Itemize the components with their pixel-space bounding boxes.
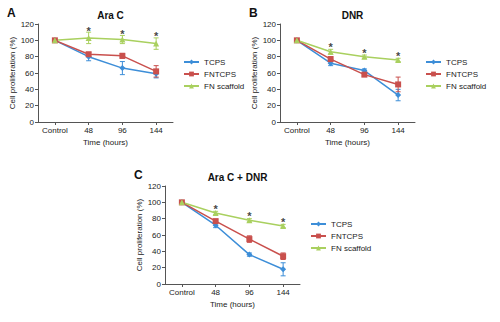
svg-text:B: B [249,6,258,20]
svg-text:Cell proliferation (%): Cell proliferation (%) [250,36,259,109]
svg-text:Control: Control [284,126,310,135]
svg-text:80: 80 [267,52,276,61]
svg-text:48: 48 [84,126,93,135]
svg-text:120: 120 [148,182,162,191]
svg-text:20: 20 [267,101,276,110]
svg-text:120: 120 [21,20,35,29]
svg-text:*: * [86,25,91,37]
svg-text:40: 40 [267,85,276,94]
svg-text:FNTCPS: FNTCPS [446,70,478,79]
svg-text:A: A [7,6,16,20]
svg-text:Time (hours): Time (hours) [210,300,255,309]
svg-text:Control: Control [169,288,195,297]
svg-text:0: 0 [272,118,277,127]
svg-text:*: * [281,216,286,228]
svg-text:*: * [120,28,125,40]
svg-text:Ara C: Ara C [97,10,124,21]
svg-text:TCPS: TCPS [331,220,352,229]
svg-text:FN scaffold: FN scaffold [331,244,371,253]
svg-text:96: 96 [360,126,369,135]
svg-text:FNTCPS: FNTCPS [204,70,236,79]
svg-text:FN scaffold: FN scaffold [446,82,486,91]
svg-text:100: 100 [263,36,277,45]
svg-text:144: 144 [391,126,405,135]
svg-text:FNTCPS: FNTCPS [331,232,363,241]
svg-text:TCPS: TCPS [446,58,467,67]
svg-text:FN scaffold: FN scaffold [204,82,244,91]
svg-text:40: 40 [152,247,161,256]
svg-text:96: 96 [118,126,127,135]
svg-text:*: * [328,41,333,53]
svg-text:TCPS: TCPS [204,58,225,67]
svg-text:*: * [213,203,218,215]
svg-text:Time (hours): Time (hours) [325,138,370,147]
svg-text:100: 100 [21,36,35,45]
svg-text:96: 96 [245,288,254,297]
svg-text:0: 0 [30,118,35,127]
svg-text:20: 20 [25,101,34,110]
svg-text:144: 144 [149,126,163,135]
svg-text:144: 144 [276,288,290,297]
svg-text:Time (hours): Time (hours) [83,138,128,147]
svg-text:48: 48 [326,126,335,135]
svg-text:*: * [396,50,401,62]
svg-text:120: 120 [263,20,277,29]
svg-text:Cell proliferation (%): Cell proliferation (%) [8,36,17,109]
svg-text:Ara C + DNR: Ara C + DNR [208,172,269,183]
svg-text:*: * [362,47,367,59]
svg-text:48: 48 [211,288,220,297]
svg-text:80: 80 [25,52,34,61]
svg-text:60: 60 [152,231,161,240]
svg-text:*: * [154,30,159,42]
svg-text:40: 40 [25,85,34,94]
svg-text:*: * [247,210,252,222]
svg-text:C: C [134,168,143,182]
svg-text:DNR: DNR [342,10,364,21]
svg-text:0: 0 [157,280,162,289]
svg-text:20: 20 [152,263,161,272]
svg-text:Cell proliferation (%): Cell proliferation (%) [135,198,144,271]
svg-text:Control: Control [42,126,68,135]
svg-text:100: 100 [148,198,162,207]
svg-text:60: 60 [267,69,276,78]
svg-text:80: 80 [152,214,161,223]
svg-text:60: 60 [25,69,34,78]
